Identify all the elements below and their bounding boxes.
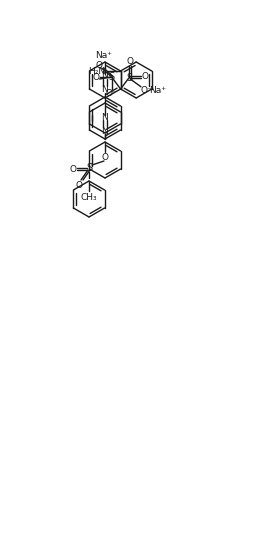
Text: O: O [95,60,102,70]
Text: O: O [69,165,76,173]
Text: O: O [126,57,133,66]
Text: O⁻: O⁻ [106,89,117,98]
Text: Na⁺: Na⁺ [150,86,167,96]
Text: O: O [92,72,99,81]
Text: O: O [141,72,149,81]
Text: N: N [102,126,108,136]
Text: O: O [76,181,83,189]
Text: N: N [102,86,108,94]
Text: H₂N: H₂N [88,66,105,76]
Text: O⁻: O⁻ [140,86,152,96]
Text: N: N [102,113,108,121]
Text: N: N [102,71,108,81]
Text: CH₃: CH₃ [81,193,97,203]
Text: S: S [109,72,115,82]
Text: Na⁺: Na⁺ [95,51,112,59]
Text: S: S [126,73,132,83]
Text: O: O [102,153,109,161]
Text: S: S [86,163,92,173]
